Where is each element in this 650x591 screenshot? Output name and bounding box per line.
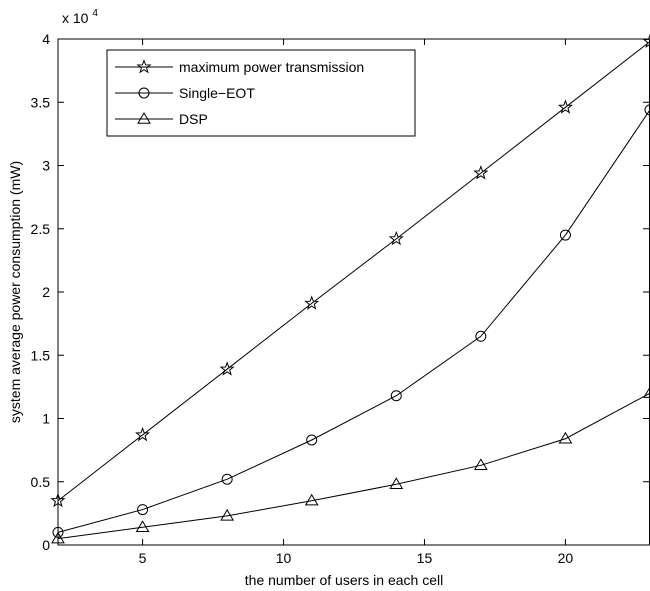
x-tick-label: 10 [276, 550, 292, 566]
data-point-star [388, 230, 404, 246]
data-point-star [642, 33, 650, 48]
data-point-star [557, 99, 573, 114]
x-tick-label: 20 [558, 550, 574, 566]
y-tick-label: 0.5 [31, 474, 51, 490]
y-tick-label: 2 [42, 284, 50, 300]
legend-label: maximum power transmission [179, 59, 364, 75]
series-3 [51, 386, 650, 544]
data-point-circle [221, 473, 233, 485]
x-tick-label: 15 [417, 550, 433, 566]
series-line [57, 109, 650, 533]
y-tick-label: 0 [42, 537, 50, 553]
series-line [57, 41, 650, 502]
data-point-star [304, 295, 320, 310]
data-point-star [50, 492, 66, 508]
data-point-circle [52, 526, 64, 538]
x-tick-label: 5 [139, 550, 147, 566]
y-exponent-power: 4 [92, 8, 98, 19]
data-point-star [219, 361, 235, 376]
legend-marker-triangle [137, 112, 151, 124]
data-point-star [473, 165, 489, 180]
series-line [57, 392, 650, 540]
data-point-circle [559, 229, 571, 241]
data-point-circle [475, 330, 487, 342]
legend-marker-star [136, 59, 152, 74]
y-exponent-base: x 10 [62, 10, 89, 26]
series-2 [52, 104, 650, 538]
series-1 [50, 33, 650, 508]
data-point-triangle [304, 493, 319, 506]
data-point-circle [644, 104, 650, 116]
ticks: 0 0.5 1 1.5 2 2.5 3 3.5 4 5 10 15 20 [31, 31, 649, 566]
legend-label: DSP [179, 111, 208, 127]
legend-label: Single−EOT [179, 85, 255, 101]
data-point-triangle [643, 386, 650, 398]
x-axis-label: the number of users in each cell [245, 572, 443, 588]
legend: maximum power transmission Single−EOT DSP [106, 49, 416, 137]
data-point-triangle [389, 477, 404, 489]
y-tick-label: 3 [42, 158, 50, 174]
data-point-triangle [135, 520, 150, 532]
data-point-circle [306, 434, 318, 446]
legend-entry: maximum power transmission [115, 59, 364, 75]
legend-entry: Single−EOT [115, 85, 255, 101]
data-point-triangle [220, 508, 235, 521]
y-tick-label: 2.5 [31, 221, 51, 237]
y-tick-label: 1 [42, 411, 50, 427]
y-tick-label: 3.5 [31, 94, 51, 110]
y-tick-label: 4 [42, 31, 50, 47]
legend-entries: maximum power transmission Single−EOT DSP [115, 59, 364, 127]
series-layer [50, 33, 650, 544]
y-axis-label: system average power consumption (mW) [7, 161, 23, 423]
y-exponent-label: x 10 4 [62, 8, 98, 26]
data-point-circle [137, 504, 149, 516]
data-point-star [135, 426, 151, 442]
data-point-triangle [558, 431, 573, 444]
legend-marker-circle [138, 87, 150, 99]
data-point-triangle [473, 458, 488, 471]
data-point-triangle [51, 531, 65, 544]
data-point-circle [390, 390, 402, 402]
y-tick-label: 1.5 [31, 347, 51, 363]
legend-entry: DSP [115, 111, 208, 127]
